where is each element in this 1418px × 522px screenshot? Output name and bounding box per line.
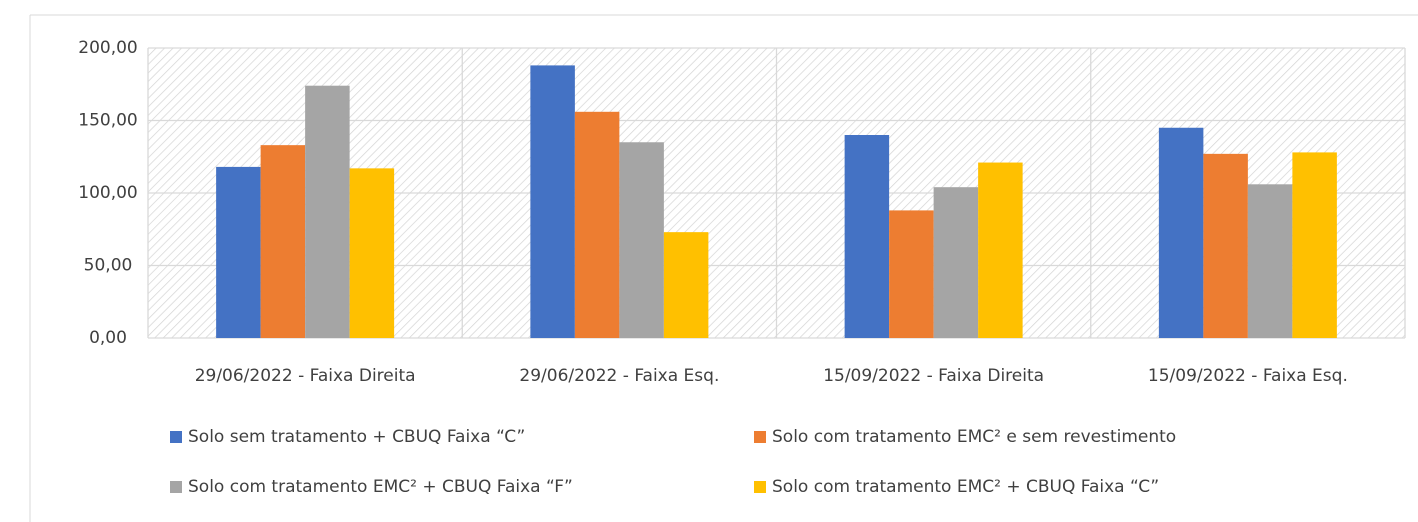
y-tick-label: 100,00	[78, 183, 137, 203]
y-tick-label: 150,00	[78, 111, 137, 131]
bar	[574, 111, 620, 338]
legend-label: Solo com tratamento EMC² e sem revestime…	[772, 427, 1176, 447]
bar	[1203, 153, 1248, 338]
bar	[844, 135, 890, 338]
bar	[349, 168, 395, 338]
bar	[889, 210, 934, 338]
bar	[260, 145, 306, 338]
legend-marker	[170, 481, 182, 493]
legend-label: Solo com tratamento EMC² + CBUQ Faixa “C…	[772, 477, 1159, 497]
x-tick-label: 15/09/2022 - Faixa Esq.	[1148, 366, 1348, 386]
legend-marker	[754, 481, 766, 493]
x-tick-label: 29/06/2022 - Faixa Direita	[195, 366, 416, 386]
y-tick-label: 50,00	[84, 256, 133, 276]
bar	[1158, 127, 1204, 338]
y-tick-label: 200,00	[78, 38, 137, 58]
x-tick-label: 15/09/2022 - Faixa Direita	[823, 366, 1044, 386]
legend-marker	[754, 431, 766, 443]
legend-marker	[170, 431, 182, 443]
x-tick-label: 29/06/2022 - Faixa Esq.	[519, 366, 719, 386]
bar	[619, 142, 664, 338]
legend-label: Solo com tratamento EMC² + CBUQ Faixa “F…	[188, 477, 573, 497]
bar	[305, 85, 350, 338]
bar	[1247, 184, 1293, 338]
bar	[933, 187, 979, 338]
bar	[216, 166, 261, 338]
y-tick-label: 0,00	[89, 328, 127, 348]
bar	[978, 162, 1023, 338]
bar	[663, 232, 709, 338]
bar	[530, 65, 575, 339]
bar	[1292, 152, 1337, 338]
legend-label: Solo sem tratamento + CBUQ Faixa “C”	[188, 427, 525, 447]
